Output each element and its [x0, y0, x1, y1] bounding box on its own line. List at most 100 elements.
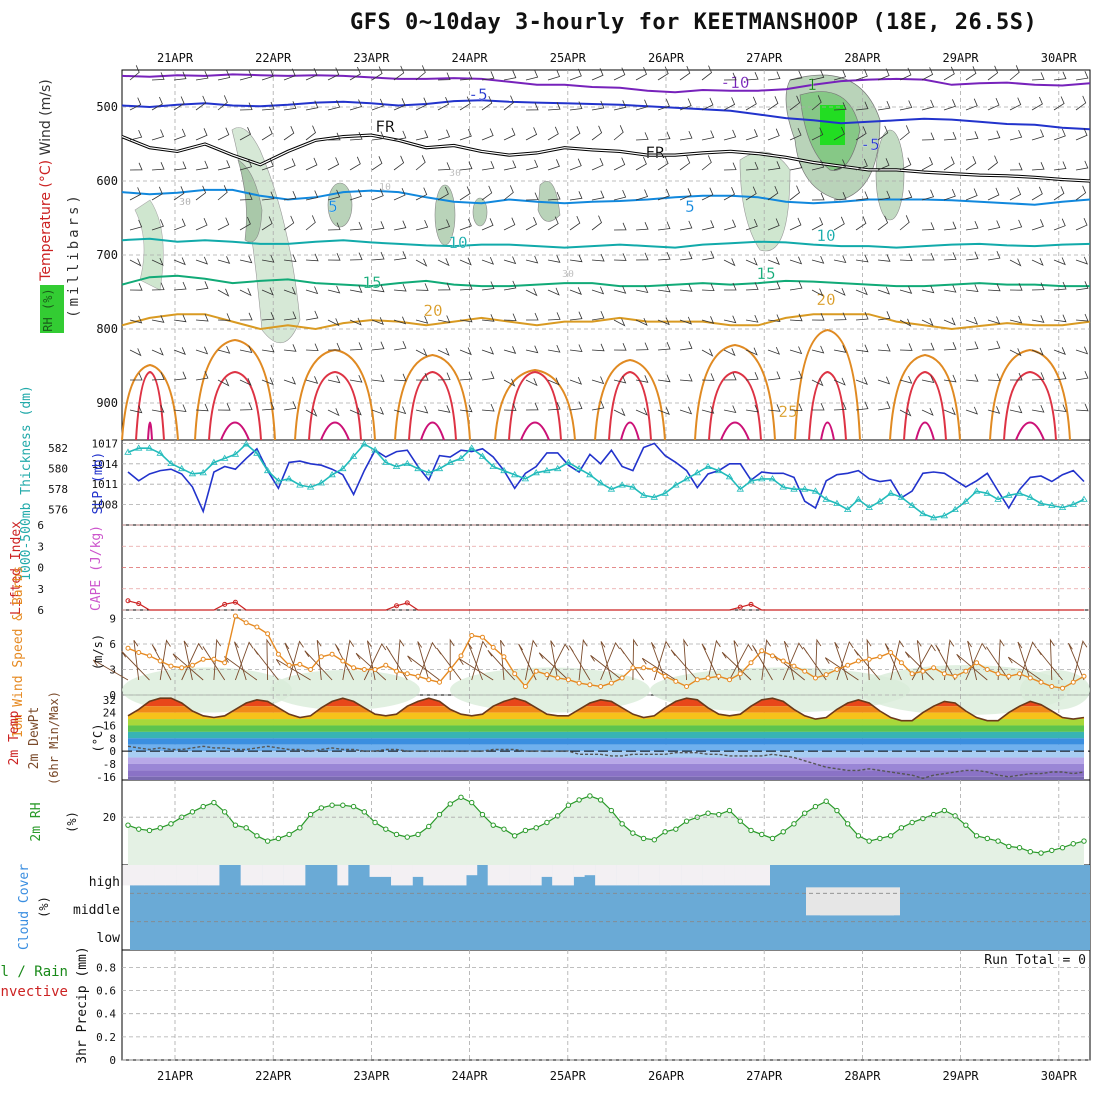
cloud-high-gap	[541, 865, 553, 877]
wind-barb	[987, 406, 1001, 414]
wind-barb	[239, 192, 253, 201]
thickness-point	[317, 479, 326, 486]
wind-barb-10m	[266, 638, 272, 681]
rh-point	[769, 835, 776, 842]
contour-line-35	[720, 421, 750, 441]
date-label-bottom: 25APR	[550, 1069, 587, 1083]
wind-barb	[657, 131, 671, 141]
wind-barb	[987, 187, 1000, 201]
wind-barb	[899, 100, 913, 111]
wind-barb	[789, 217, 802, 231]
contour-label: 5	[685, 197, 695, 216]
wind-barb	[701, 155, 712, 171]
temp-band	[128, 763, 1084, 771]
thickness-point	[360, 440, 369, 447]
wind-barb	[701, 283, 715, 292]
wind-barb	[239, 255, 253, 264]
wind-speed-point	[705, 675, 711, 681]
wind-barb	[525, 69, 539, 81]
rh-point	[415, 831, 421, 838]
wind-barb	[591, 253, 605, 262]
contour-label: 30	[449, 168, 461, 179]
cloud-high-gap	[681, 865, 693, 886]
upper-ytick: 500	[96, 100, 118, 114]
thickness-point	[672, 481, 680, 488]
rh-point	[275, 835, 282, 842]
wind-barb-10m	[183, 640, 193, 681]
contour-line-30	[408, 370, 457, 441]
wind-barb	[811, 255, 825, 264]
wind-barb	[965, 188, 978, 201]
wind-barb	[327, 189, 341, 201]
wind-barb	[789, 313, 803, 322]
wind-speed-point	[211, 656, 217, 662]
wind-barb	[657, 374, 671, 383]
wind-barb-10m	[385, 645, 408, 681]
cape-ytick: 6	[37, 519, 44, 532]
wind-ylabel-group: 10m Wind Speed & Barbs	[11, 566, 26, 738]
wind-barb	[613, 100, 627, 111]
wind-barb	[877, 68, 890, 81]
temp-ylabel-3-group: (6hr Min/Max)	[47, 691, 61, 785]
thickness-ytick: 580	[48, 463, 68, 476]
wind-speed-point	[630, 665, 636, 671]
wind-barb	[349, 252, 363, 261]
rh-point	[522, 827, 529, 834]
wind-barb	[173, 186, 185, 201]
rh-shade-band	[270, 670, 420, 710]
contour-label: 5	[328, 197, 338, 216]
wind-barb	[239, 127, 252, 141]
wind-speed-point	[941, 671, 947, 677]
wind-barb	[481, 128, 494, 141]
wind-barb	[547, 377, 560, 386]
wind-barb	[1009, 162, 1023, 171]
rh-point	[297, 825, 303, 831]
cloud-middle-gap	[820, 897, 848, 916]
rh-shade-core	[820, 105, 845, 145]
thickness-point	[693, 469, 702, 476]
thickness-point	[661, 489, 669, 496]
wind-barb	[283, 286, 297, 295]
cloud-high-gap	[455, 865, 467, 886]
wind-barb	[393, 406, 407, 415]
rh-ylabel-group: 2m RH	[29, 802, 44, 841]
wind-barb-10m	[363, 643, 387, 681]
thickness-point	[156, 449, 164, 456]
wind-barb	[569, 401, 583, 411]
thickness-point	[521, 475, 530, 482]
wind-barb	[415, 315, 429, 324]
wind-barb	[239, 312, 253, 321]
contour-label: 20	[423, 301, 442, 320]
wind-speed-point	[501, 654, 507, 660]
wind-barb	[305, 157, 318, 171]
wind-barb	[591, 100, 605, 111]
wind-barb	[393, 373, 407, 382]
rh-shade-blob	[875, 129, 905, 221]
wind-barb	[855, 401, 869, 411]
thickness-point	[586, 471, 594, 478]
rh-point	[136, 826, 142, 832]
wind-barb	[349, 317, 362, 326]
wind-barb	[701, 97, 714, 111]
thickness-point	[145, 444, 154, 451]
wind-barb	[371, 251, 385, 261]
thickness-point	[553, 464, 562, 472]
thickness-point	[306, 483, 315, 490]
wind-barb	[723, 372, 737, 381]
wind-barb	[503, 346, 517, 354]
wind-barb-10m	[701, 643, 720, 681]
wind-barb	[635, 317, 648, 326]
contour-label: -5	[468, 85, 487, 104]
rh-point	[716, 811, 722, 818]
slp-ytick: 1014	[92, 458, 119, 471]
contour-line-30	[308, 370, 362, 441]
wind-barb	[261, 401, 275, 411]
wind-barb	[987, 250, 1001, 261]
wind-barb	[525, 255, 539, 264]
wind-barb	[1053, 314, 1067, 323]
thickness-point	[382, 458, 390, 465]
rh-point	[1016, 845, 1023, 851]
cloud-high-gap	[562, 865, 574, 886]
thickness-point	[1037, 499, 1045, 506]
wind-barb	[899, 253, 913, 262]
